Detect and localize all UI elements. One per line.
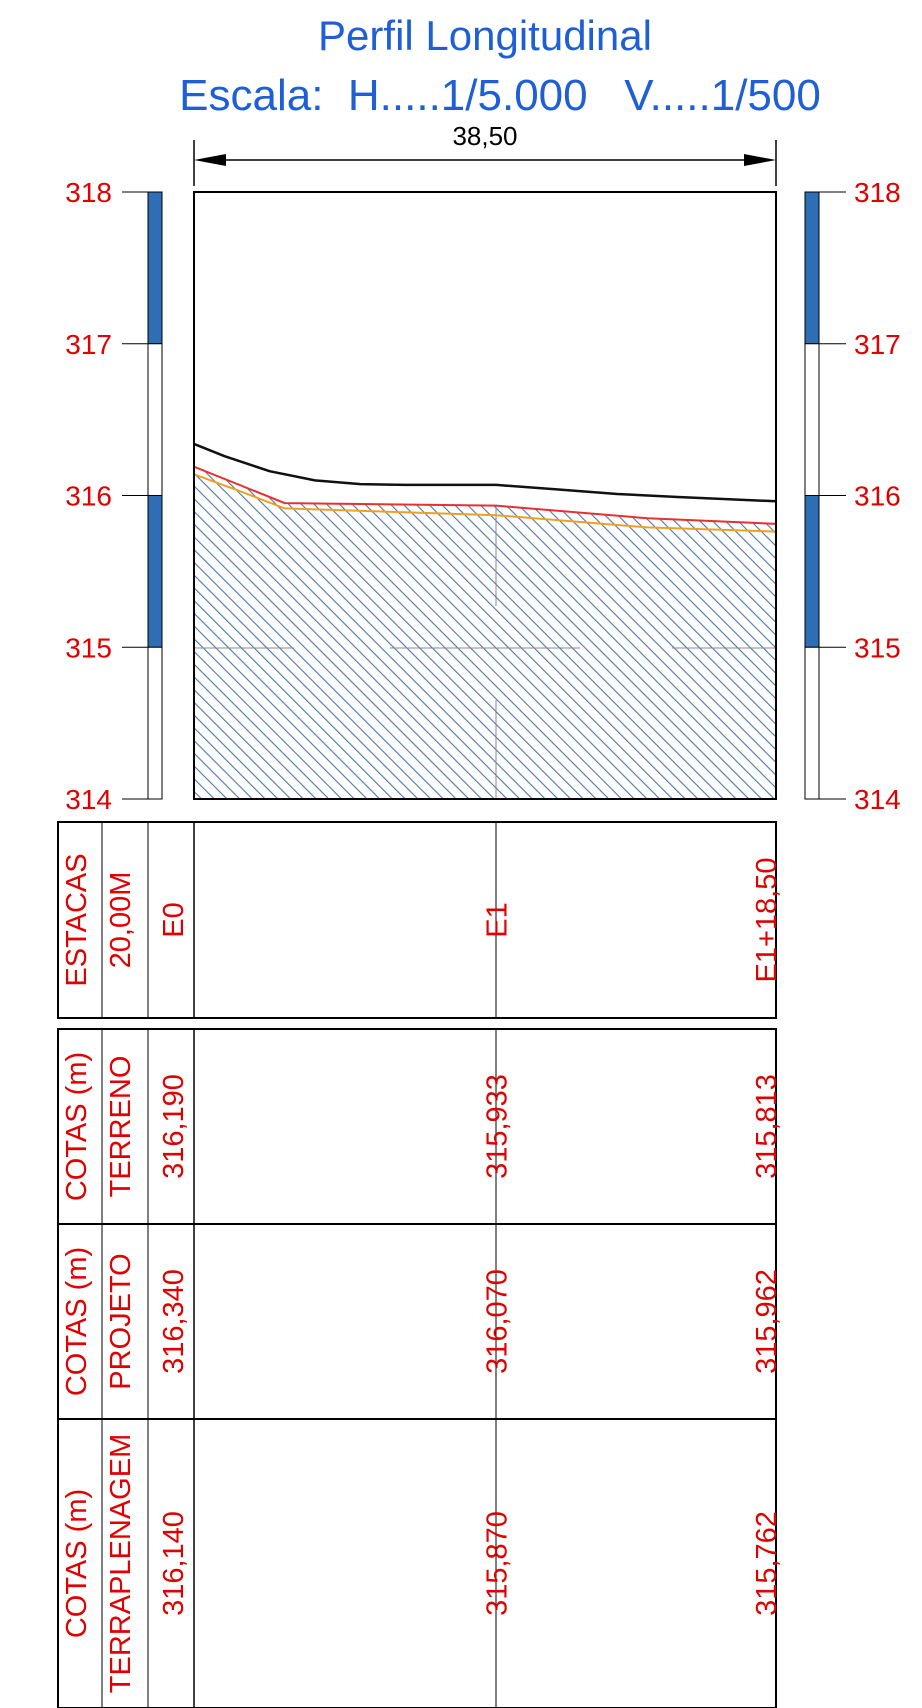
row-header-label: PROJETO <box>105 1253 137 1389</box>
series-line-terreno <box>193 465 777 525</box>
table-cell-value: 315,813 <box>751 1074 783 1179</box>
table-cell-value: 316,070 <box>481 1269 513 1374</box>
table-row <box>57 1418 777 1708</box>
page-title: Perfil Longitudinal <box>318 12 652 59</box>
table-cell-value: E1+18,50 <box>751 858 783 983</box>
scale-label: Escala: H.....1/5.000 V.....1/500 <box>179 71 821 120</box>
table-cell-value: E1 <box>481 902 513 937</box>
row-header-label: 20,00M <box>105 872 137 969</box>
row-header-label: TERRAPLENAGEM <box>105 1434 137 1693</box>
grid-lines <box>194 506 776 799</box>
arrow-left-icon <box>194 154 226 166</box>
y-axis-ticks: 318 318 317 317 316 316 315 315 314 314 <box>65 177 900 815</box>
table-row <box>57 821 777 1019</box>
dimension-label: 38,50 <box>452 121 517 151</box>
scale-segment <box>804 495 820 648</box>
row-header-label: ESTACAS <box>61 853 93 986</box>
scale-segment <box>804 191 820 345</box>
row-header-label: COTAS (m) <box>61 1052 93 1201</box>
dimension-line <box>193 140 777 186</box>
table-cell-value: 316,340 <box>158 1269 190 1374</box>
earthwork-hatch <box>194 466 776 799</box>
row-header-label: TERRENO <box>105 1056 137 1198</box>
row-header-label: COTAS (m) <box>61 1247 93 1396</box>
y-tick-label-left: 315 <box>65 632 112 663</box>
table-cell-value: 316,190 <box>158 1074 190 1179</box>
table-cell-value: 316,140 <box>158 1511 190 1616</box>
table-cell-value: 315,962 <box>751 1269 783 1374</box>
scale-segment <box>147 495 163 648</box>
y-tick-label-right: 315 <box>854 632 901 663</box>
table-cell-value: 315,870 <box>481 1511 513 1616</box>
series-line-projeto <box>193 442 777 503</box>
series-line-terraplenagem <box>193 473 777 533</box>
scale-segment <box>804 646 820 800</box>
y-tick-label-left: 316 <box>65 481 112 512</box>
scale-segment <box>804 343 820 496</box>
scale-segment <box>147 646 163 800</box>
table-cell-value: 315,762 <box>751 1511 783 1616</box>
y-tick-label-right: 318 <box>854 177 901 208</box>
y-tick-label-left: 314 <box>65 784 112 815</box>
scale-segment <box>147 343 163 496</box>
data-table: ESTACAS 20,00M E0 E1 E1+18,50 COTAS (m) TERREN… <box>57 821 783 1708</box>
arrow-right-icon <box>744 154 776 166</box>
row-header-label: COTAS (m) <box>61 1489 93 1638</box>
scale-bar-left <box>147 191 163 800</box>
y-tick-label-left: 318 <box>65 177 112 208</box>
scale-bar-right <box>804 191 820 800</box>
y-tick-label-right: 316 <box>854 481 901 512</box>
plot-area <box>193 191 777 800</box>
table-cell-value: 315,933 <box>481 1074 513 1179</box>
y-tick-label-right: 314 <box>854 784 901 815</box>
y-tick-label-right: 317 <box>854 329 901 360</box>
plot-frame <box>193 191 777 800</box>
table-cell-value: E0 <box>158 902 190 937</box>
scale-segment <box>147 191 163 345</box>
y-tick-label-left: 317 <box>65 329 112 360</box>
